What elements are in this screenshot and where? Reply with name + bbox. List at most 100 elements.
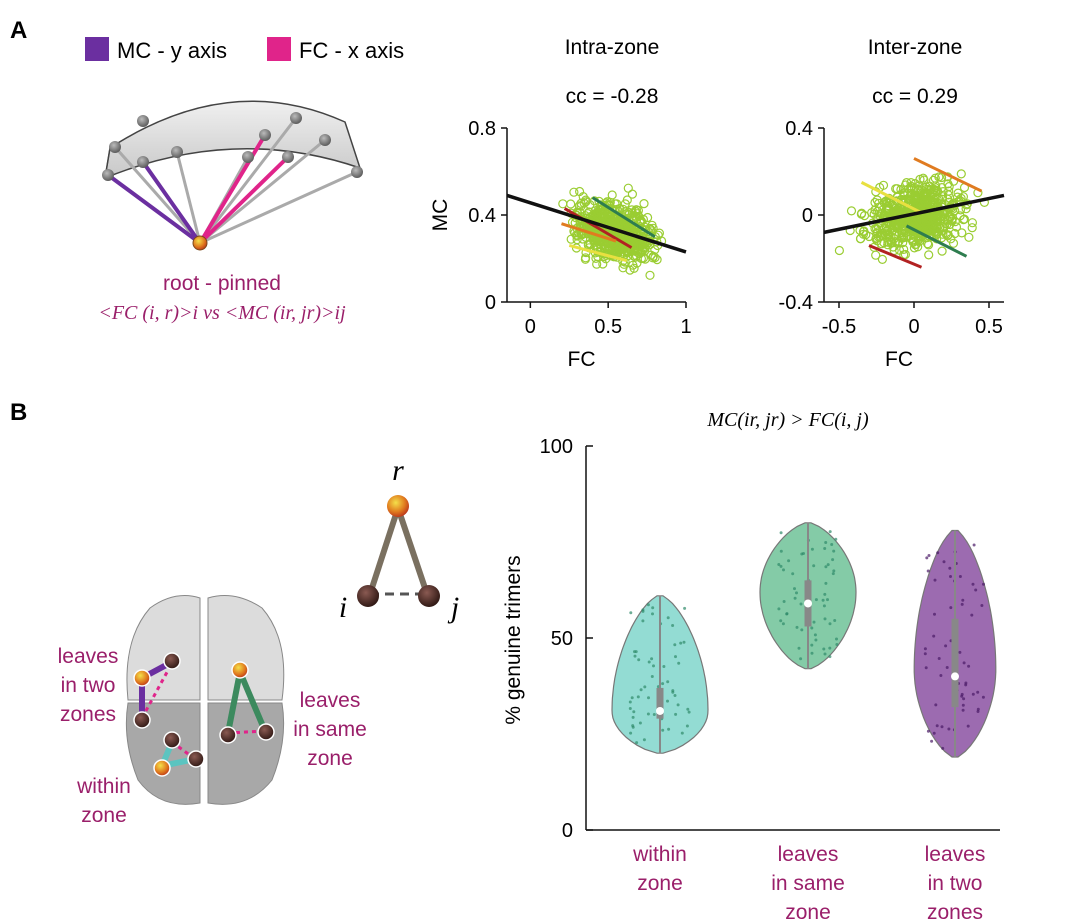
- violin-point: [981, 695, 985, 699]
- violin-point: [666, 616, 670, 620]
- scatter-point: [948, 238, 959, 248]
- same-zone-label-3: zone: [307, 747, 353, 770]
- violin-point: [799, 657, 803, 661]
- violin-point: [822, 604, 826, 608]
- violin-point: [961, 703, 965, 707]
- violin-point: [641, 619, 645, 623]
- y-tick-label: 0.8: [468, 118, 496, 140]
- violin-point: [835, 637, 838, 641]
- violin-point: [662, 665, 666, 668]
- scatter-point: [566, 199, 576, 209]
- violin-point: [960, 694, 964, 698]
- violin-point: [935, 724, 939, 728]
- violin-point: [958, 650, 962, 654]
- violin-point: [777, 607, 781, 611]
- violin-point: [828, 622, 832, 626]
- violin-point: [781, 622, 785, 626]
- violin-point: [674, 712, 678, 716]
- violin-point: [824, 581, 828, 585]
- violin-point: [828, 655, 832, 659]
- scatter-point: [936, 216, 946, 226]
- within-label-1: within: [76, 775, 131, 798]
- y-tick-label: 100: [540, 436, 573, 458]
- scatter-point: [915, 200, 926, 210]
- trimer-j-label: j: [447, 591, 459, 624]
- violin-point: [673, 694, 677, 697]
- brain-labels: leaves in two zones leaves in same zone …: [58, 645, 367, 827]
- violin-point: [814, 598, 818, 602]
- violin-point: [630, 696, 634, 700]
- violin-point: [926, 569, 930, 573]
- scatter-point: [870, 205, 880, 215]
- violin-point: [646, 712, 650, 716]
- intra-zone-chart: Intra-zone cc = -0.28 0 0.5 1 0 0.4 0.8 FC MC: [429, 36, 692, 371]
- violin-point: [785, 612, 789, 616]
- same-zone-label-1: leaves: [300, 689, 361, 712]
- violin-point: [683, 606, 687, 610]
- scatter-point: [894, 236, 904, 247]
- violin-point: [795, 625, 799, 629]
- scatter-point: [924, 250, 934, 260]
- violin-point: [976, 690, 980, 694]
- violin-point: [643, 685, 647, 689]
- violin-point: [652, 664, 655, 668]
- y-tick-label: 0: [802, 205, 813, 227]
- violin-point: [797, 646, 801, 650]
- zone-fit-line: [860, 181, 923, 215]
- violin-point: [823, 592, 827, 596]
- violin-point: [835, 643, 839, 646]
- scatter-point: [592, 259, 602, 269]
- violin-point: [779, 564, 783, 568]
- scatter-point: [580, 254, 591, 264]
- trimer-i-label: i: [339, 591, 347, 624]
- scatter-point: [919, 190, 930, 201]
- root-label: root - pinned: [163, 272, 281, 295]
- category-label: within: [632, 843, 687, 866]
- formula-label: <FC (i, r)>i vs <MC (ir, jr)>ij: [98, 302, 346, 324]
- scatter-point: [879, 238, 889, 248]
- violin-point: [813, 633, 817, 637]
- violin-point: [812, 564, 816, 568]
- mc-legend-swatch: [85, 37, 109, 61]
- violin-point: [961, 708, 965, 712]
- violin-point: [647, 696, 650, 700]
- violin-point: [682, 640, 686, 644]
- scatter-point: [957, 228, 967, 238]
- violin-point: [667, 727, 671, 731]
- x-tick-label: 0.5: [594, 316, 622, 338]
- x-tick-label: -0.5: [822, 316, 856, 338]
- violin-point: [814, 638, 818, 642]
- root-node: [387, 495, 409, 517]
- violin-point: [960, 602, 964, 606]
- scatter-points: [558, 183, 667, 280]
- scatter-point: [906, 178, 916, 188]
- two-zones-label-3: zones: [60, 703, 116, 726]
- scatter-point: [922, 239, 933, 249]
- violin-point: [925, 556, 929, 560]
- scatter-point: [618, 212, 628, 222]
- scatter-point: [933, 194, 944, 204]
- violin-point: [636, 695, 640, 699]
- brain-diagram: [125, 595, 285, 805]
- scatter-point: [900, 249, 911, 260]
- violin-title: MC(ir, jr) > FC(i, j): [706, 409, 869, 431]
- scatter-point: [930, 173, 940, 183]
- trimer-diagram: r i j: [339, 454, 459, 624]
- violin-point: [833, 619, 837, 622]
- overall-fit-line: [506, 193, 687, 254]
- violin-point: [932, 731, 936, 735]
- violin-point: [974, 588, 978, 592]
- violin-point: [949, 606, 953, 610]
- scatter-point: [936, 211, 947, 222]
- trimer-r-label: r: [392, 454, 404, 487]
- violin-point: [777, 563, 781, 566]
- violin-point: [800, 552, 804, 556]
- scatter-point: [882, 198, 892, 208]
- violin-point: [646, 603, 650, 607]
- scatter-point: [571, 230, 582, 240]
- x-tick-label: 1: [680, 316, 691, 338]
- scatter-point: [929, 188, 939, 198]
- violin-point: [823, 617, 827, 621]
- scatter-point: [652, 255, 662, 265]
- violin-point: [642, 738, 646, 742]
